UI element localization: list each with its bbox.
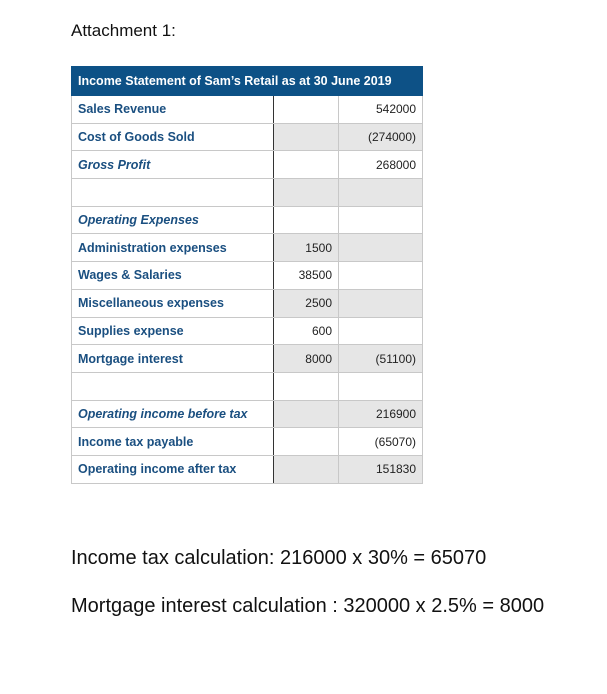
table-row: Operating income before tax 216900	[71, 399, 424, 429]
table-row: Income tax payable (65070)	[71, 427, 424, 456]
income-statement-table: Income Statement of Sam’s Retail as at 3…	[70, 66, 424, 484]
amount-cell	[273, 427, 339, 456]
amount-cell: 38500	[273, 261, 339, 290]
amount-cell	[273, 205, 339, 235]
amount-cell	[337, 371, 424, 401]
table-row: Mortgage interest 8000 (51100)	[71, 344, 424, 373]
amount-cell: 2500	[273, 288, 339, 318]
amount-cell: 151830	[337, 454, 424, 484]
amount-cell: (51100)	[337, 344, 424, 373]
amount-cell	[273, 399, 339, 429]
amount-cell	[273, 371, 339, 401]
row-label	[71, 178, 274, 207]
amount-cell	[337, 261, 424, 290]
row-label: Miscellaneous expenses	[71, 288, 274, 318]
table-row: Sales Revenue 542000	[71, 95, 424, 124]
amount-cell	[273, 150, 339, 180]
amount-cell: 268000	[337, 150, 424, 180]
amount-cell: (65070)	[337, 427, 424, 456]
table-row	[71, 371, 424, 401]
amount-cell: 600	[273, 316, 339, 346]
table-title: Income Statement of Sam’s Retail as at 3…	[70, 66, 424, 96]
note: Income tax calculation: 216000 x 30% = 6…	[71, 547, 487, 569]
amount-cell	[273, 178, 339, 207]
amount-cell	[337, 288, 424, 318]
row-label: Operating income before tax	[71, 399, 274, 429]
row-label: Cost of Goods Sold	[71, 122, 274, 152]
amount-cell	[337, 233, 424, 263]
table-row: Operating Expenses	[71, 205, 424, 235]
amount-cell	[337, 178, 424, 207]
table-row: Gross Profit 268000	[71, 150, 424, 180]
row-label: Wages & Salaries	[71, 261, 274, 290]
row-label: Supplies expense	[71, 316, 274, 346]
amount-cell	[337, 316, 424, 346]
amount-cell	[273, 454, 339, 484]
row-label: Administration expenses	[71, 233, 274, 263]
amount-cell	[337, 205, 424, 235]
amount-cell: 542000	[337, 95, 424, 124]
table-row: Operating income after tax 151830	[71, 454, 424, 484]
heading: Attachment 1:	[71, 21, 176, 40]
amount-cell: 8000	[273, 344, 339, 373]
row-label: Operating income after tax	[71, 454, 274, 484]
amount-cell: 1500	[273, 233, 339, 263]
amount-cell: (274000)	[337, 122, 424, 152]
amount-cell	[273, 95, 339, 124]
table-row: Miscellaneous expenses 2500	[71, 288, 424, 318]
amount-cell	[273, 122, 339, 152]
note: Mortgage interest calculation : 320000 x…	[71, 595, 545, 617]
table-row: Cost of Goods Sold (274000)	[71, 122, 424, 152]
table-row: Wages & Salaries 38500	[71, 261, 424, 290]
table-row	[71, 178, 424, 207]
table-row: Supplies expense 600	[71, 316, 424, 346]
row-label	[71, 371, 274, 401]
row-label: Mortgage interest	[71, 344, 274, 373]
row-label: Income tax payable	[71, 427, 274, 456]
table-row: Administration expenses 1500	[71, 233, 424, 263]
row-label: Operating Expenses	[71, 205, 274, 235]
row-label: Sales Revenue	[71, 95, 274, 124]
row-label: Gross Profit	[71, 150, 274, 180]
amount-cell: 216900	[337, 399, 424, 429]
